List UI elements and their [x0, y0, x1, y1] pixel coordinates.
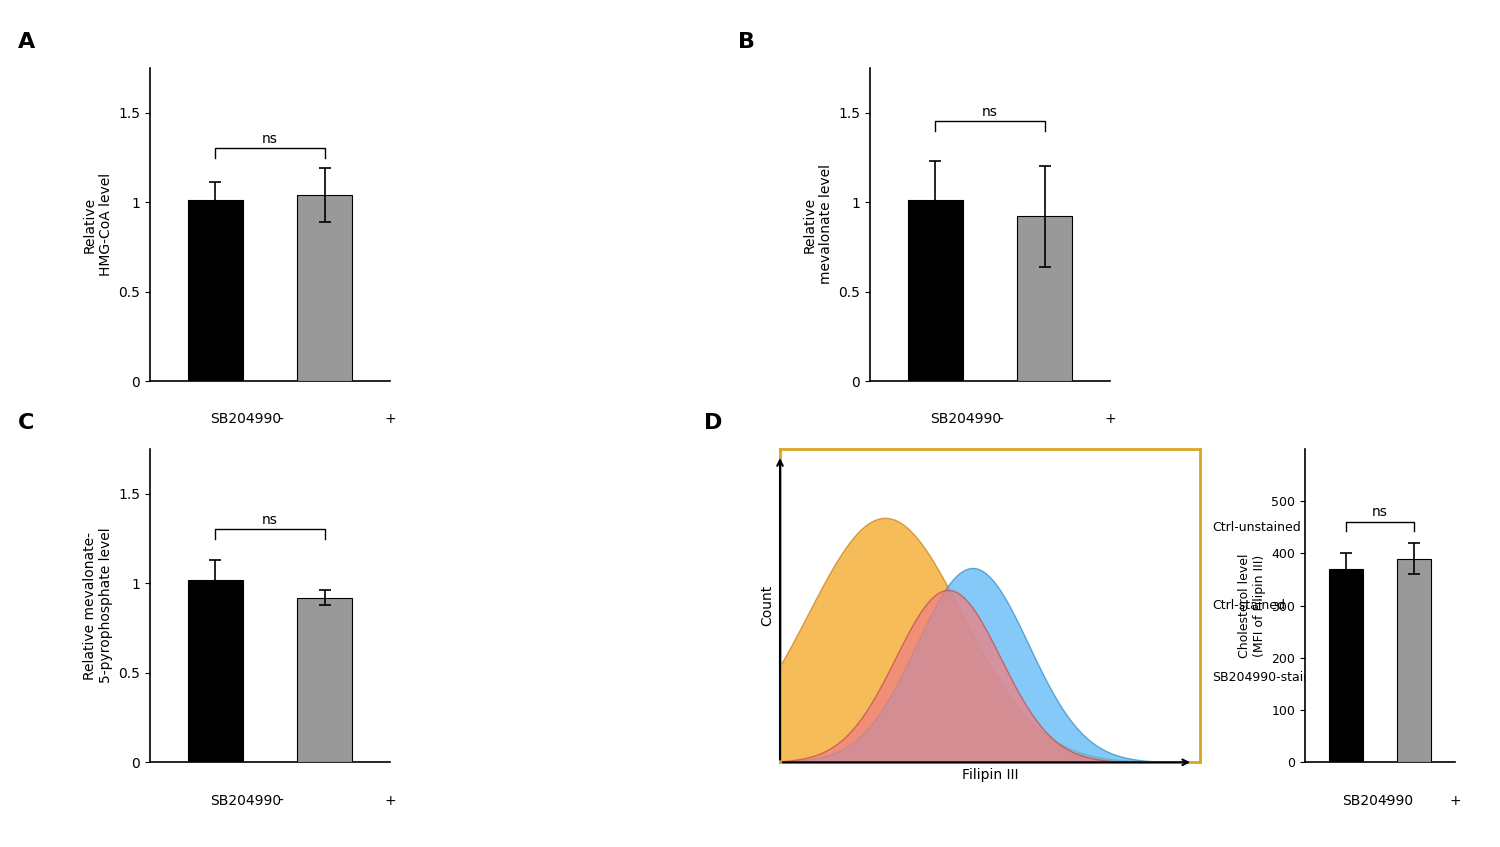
Bar: [1396, 559, 1431, 762]
Bar: [1329, 569, 1364, 762]
Y-axis label: Cholesterol level
(MFI of Filipin III): Cholesterol level (MFI of Filipin III): [1238, 553, 1266, 658]
Text: ns: ns: [1372, 505, 1388, 519]
Text: -: -: [279, 794, 284, 808]
X-axis label: Filipin III: Filipin III: [962, 768, 1018, 782]
Text: Ctrl-unstained: Ctrl-unstained: [1212, 521, 1302, 534]
Bar: [188, 579, 243, 762]
Y-axis label: Relative
mevalonate level: Relative mevalonate level: [802, 164, 832, 285]
Text: SB204990: SB204990: [210, 794, 280, 808]
Text: +: +: [384, 794, 396, 808]
Bar: [297, 597, 352, 762]
Text: -: -: [279, 412, 284, 427]
Text: SB204990: SB204990: [930, 412, 1000, 427]
Text: -: -: [1384, 794, 1389, 808]
Y-axis label: Relative mevalonate-
5-pyrophosphate level: Relative mevalonate- 5-pyrophosphate lev…: [82, 528, 112, 684]
Text: SB204990: SB204990: [1342, 794, 1413, 808]
Bar: [297, 195, 352, 381]
Text: +: +: [1104, 412, 1116, 427]
Text: D: D: [705, 413, 723, 434]
Bar: [1017, 216, 1072, 381]
Y-axis label: Count: Count: [760, 585, 774, 626]
Text: ns: ns: [262, 131, 278, 146]
Text: +: +: [384, 412, 396, 427]
Text: A: A: [18, 32, 36, 52]
Text: SB204990-stained: SB204990-stained: [1212, 671, 1328, 684]
Bar: [188, 200, 243, 381]
Text: ns: ns: [262, 512, 278, 527]
Text: ns: ns: [982, 105, 998, 119]
Y-axis label: Relative
HMG-CoA level: Relative HMG-CoA level: [82, 173, 112, 276]
Text: B: B: [738, 32, 754, 52]
Text: -: -: [999, 412, 1004, 427]
Text: SB204990: SB204990: [210, 412, 280, 427]
Text: +: +: [1449, 794, 1461, 808]
Text: C: C: [18, 413, 34, 434]
Text: Ctrl-stained: Ctrl-stained: [1212, 599, 1286, 612]
Bar: [908, 200, 963, 381]
